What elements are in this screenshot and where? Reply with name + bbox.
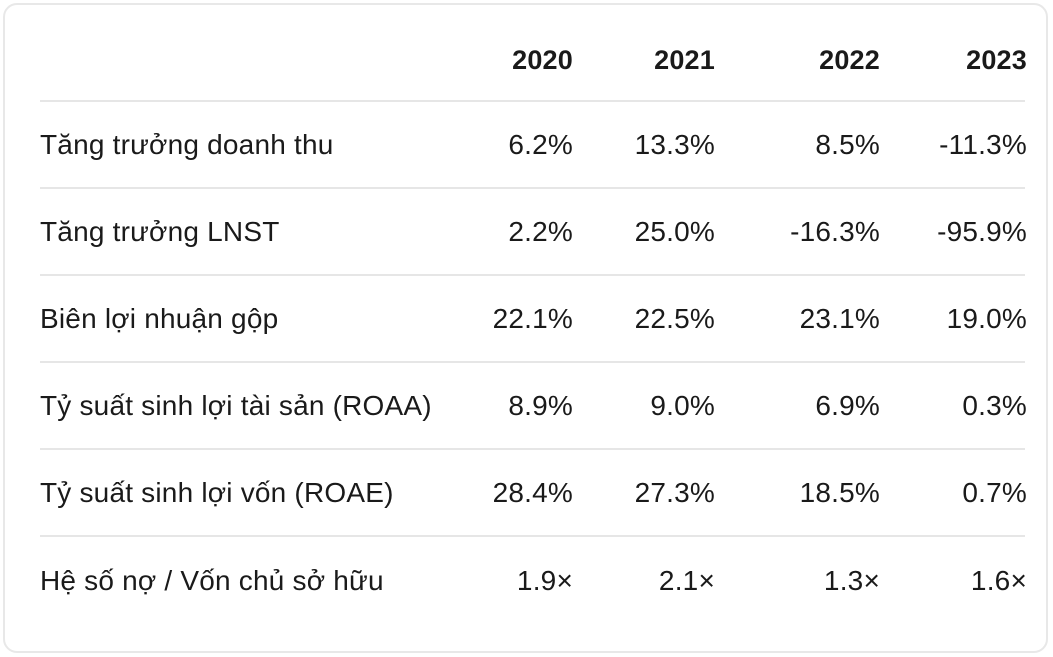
table-row: Hệ số nợ / Vốn chủ sở hữu 1.9× 2.1× 1.3×… (40, 537, 1027, 624)
row-value: 8.5% (815, 128, 880, 160)
row-value: 8.9% (508, 389, 573, 421)
header-year-2021: 2021 (654, 45, 715, 75)
table-row: Biên lợi nhuận gộp 22.1% 22.5% 23.1% 19.… (40, 276, 1027, 363)
row-value: 23.1% (799, 302, 880, 334)
row-label: Tăng trưởng LNST (40, 215, 280, 247)
row-label: Tăng trưởng doanh thu (40, 128, 334, 160)
row-value: -16.3% (790, 215, 880, 247)
table-row: Tăng trưởng LNST 2.2% 25.0% -16.3% -95.9… (40, 189, 1027, 276)
row-value: 13.3% (634, 128, 715, 160)
row-value: 6.9% (815, 389, 880, 421)
financial-ratios-table: 2020 2021 2022 2023 Tăng trưởng doanh th… (40, 5, 1027, 624)
header-year-2022: 2022 (819, 45, 880, 75)
row-label: Hệ số nợ / Vốn chủ sở hữu (40, 564, 384, 596)
row-value: 19.0% (946, 302, 1027, 334)
row-value: 2.2% (508, 215, 573, 247)
row-value: 28.4% (492, 476, 573, 508)
row-value: 18.5% (799, 476, 880, 508)
row-label: Tỷ suất sinh lợi vốn (ROAE) (40, 476, 394, 508)
table-header-row: 2020 2021 2022 2023 (40, 5, 1027, 102)
row-value: 22.1% (492, 302, 573, 334)
row-value: 22.5% (634, 302, 715, 334)
row-value: 25.0% (634, 215, 715, 247)
table-row: Tỷ suất sinh lợi tài sản (ROAA) 8.9% 9.0… (40, 363, 1027, 450)
header-year-2023: 2023 (966, 45, 1027, 75)
financial-ratios-card: 2020 2021 2022 2023 Tăng trưởng doanh th… (3, 3, 1048, 653)
row-value: 1.9× (516, 564, 573, 596)
row-value: 1.3× (823, 564, 880, 596)
row-value: 9.0% (650, 389, 715, 421)
table-row: Tỷ suất sinh lợi vốn (ROAE) 28.4% 27.3% … (40, 450, 1027, 537)
row-value: 1.6× (970, 564, 1027, 596)
row-value: 0.3% (962, 389, 1027, 421)
header-year-2020: 2020 (512, 45, 573, 75)
row-value: 0.7% (962, 476, 1027, 508)
row-value: -95.9% (937, 215, 1027, 247)
row-value: 2.1× (658, 564, 715, 596)
table-row: Tăng trưởng doanh thu 6.2% 13.3% 8.5% -1… (40, 102, 1027, 189)
row-label: Tỷ suất sinh lợi tài sản (ROAA) (40, 389, 432, 421)
row-value: -11.3% (939, 128, 1027, 160)
row-value: 27.3% (634, 476, 715, 508)
row-value: 6.2% (508, 128, 573, 160)
header-label-cell (40, 5, 460, 100)
row-label: Biên lợi nhuận gộp (40, 302, 279, 334)
